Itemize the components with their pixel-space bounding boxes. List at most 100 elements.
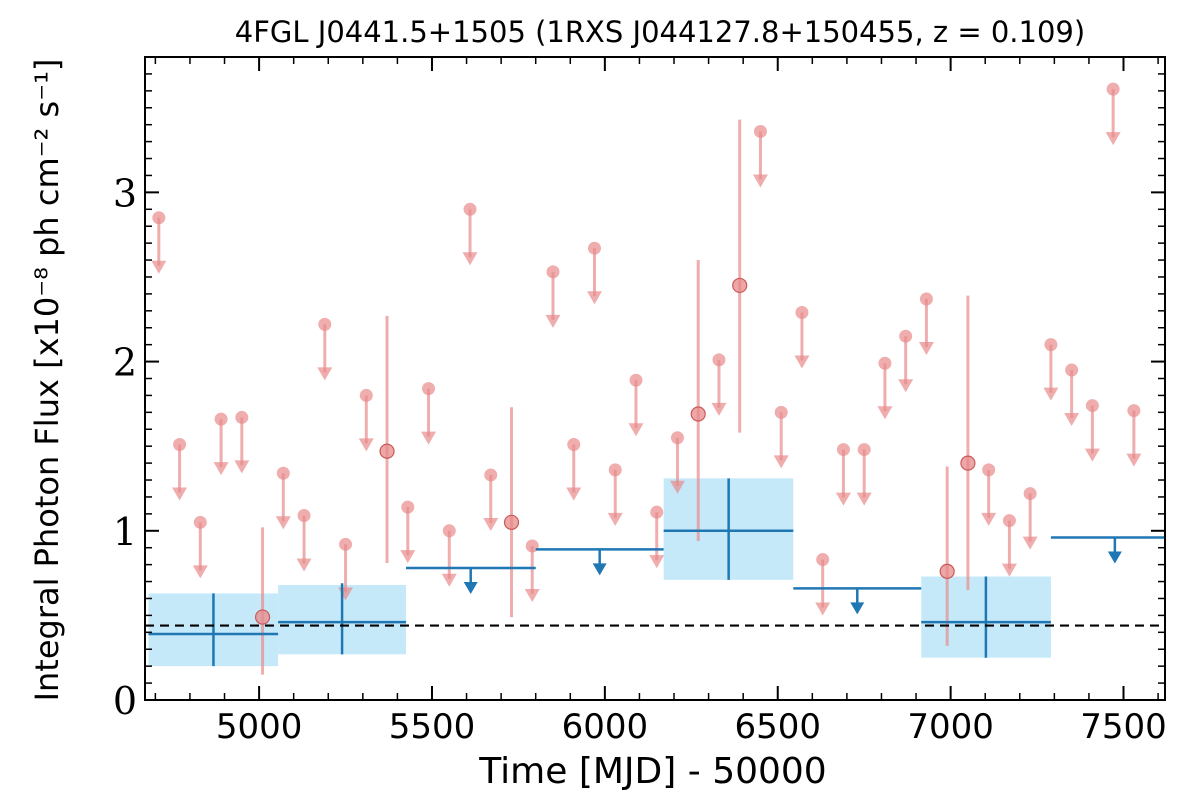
- upper-limit-arrow-head: [172, 487, 188, 501]
- fine-bin-point-29: [752, 124, 768, 188]
- coarse-bin-point-4: [663, 478, 794, 580]
- fine-bin-point-2: [192, 515, 208, 579]
- fine-bin-point-5: [254, 527, 271, 675]
- flux-marker: [276, 466, 290, 480]
- flux-marker: [254, 609, 271, 625]
- fine-bin-point-18: [524, 539, 540, 603]
- coarse-bin-series: [148, 478, 1165, 667]
- y-tick-label: 1: [113, 510, 137, 554]
- upper-limit-arrow-head: [918, 341, 934, 355]
- flux-marker: [587, 241, 601, 255]
- upper-limit-arrow-head: [463, 582, 478, 595]
- flux-marker: [546, 265, 560, 279]
- upper-limit-arrow-head: [835, 492, 851, 506]
- upper-limit-arrow-head: [794, 355, 810, 369]
- flux-marker: [567, 437, 581, 451]
- axes: 5000 5500 6000 6500 7000 7500 0 1 2 3: [113, 56, 1167, 747]
- upper-limit-arrow-head: [1064, 413, 1080, 427]
- x-tick-label: 5500: [389, 707, 476, 747]
- coarse-bin-point-1: [278, 583, 407, 655]
- upper-limit-arrow-head: [566, 487, 582, 501]
- fine-bin-point-40: [981, 463, 997, 526]
- fine-bin-point-19: [545, 265, 561, 328]
- flux-marker: [878, 356, 892, 370]
- flux-marker: [173, 437, 187, 451]
- upper-limit-arrow-head: [483, 517, 499, 531]
- fine-bin-point-10: [358, 388, 374, 452]
- flux-marker: [690, 406, 706, 422]
- upper-limit-arrow-head: [400, 550, 416, 564]
- fine-bin-point-0: [151, 211, 167, 274]
- upper-limit-arrow-head: [234, 460, 250, 474]
- upper-limit-arrow-head: [192, 565, 208, 579]
- fine-bin-point-26: [690, 260, 706, 541]
- upper-limit-arrow-head: [981, 512, 997, 526]
- fine-bin-series: [151, 82, 1142, 675]
- flux-marker: [339, 537, 353, 551]
- flux-marker: [503, 514, 520, 530]
- upper-limit-arrow-head: [213, 462, 229, 476]
- coarse-bin-point-2: [406, 566, 536, 595]
- y-tick-label: 0: [113, 679, 137, 723]
- upper-limit-arrow-head: [1107, 551, 1122, 564]
- upper-limit-arrow-head: [441, 573, 457, 587]
- fine-bin-point-6: [275, 466, 291, 530]
- upper-limit-arrow-head: [628, 423, 644, 437]
- y-tick-label: 2: [113, 341, 137, 385]
- fine-bin-point-46: [1105, 82, 1121, 146]
- upper-limit-arrow-head: [1001, 563, 1017, 577]
- upper-limit-arrow-head: [773, 455, 789, 469]
- flux-marker: [193, 515, 207, 529]
- upper-limit-arrow-head: [898, 379, 914, 393]
- upper-limit-arrow-head: [586, 291, 602, 305]
- fine-bin-point-20: [566, 437, 582, 501]
- fine-bin-point-34: [856, 443, 872, 506]
- fine-bin-point-38: [939, 466, 955, 646]
- flux-marker: [608, 463, 622, 477]
- flux-marker: [214, 412, 228, 426]
- fine-bin-point-31: [794, 306, 810, 369]
- flux-marker: [795, 306, 809, 320]
- x-tick-label: 5000: [216, 707, 303, 747]
- flux-marker: [732, 277, 748, 294]
- flux-marker: [960, 455, 976, 471]
- x-tick-label: 7500: [1080, 707, 1167, 747]
- fine-bin-point-41: [1001, 514, 1017, 577]
- flux-marker: [982, 463, 996, 477]
- fine-bin-point-16: [483, 468, 499, 531]
- flux-marker: [774, 405, 788, 419]
- upper-limit-arrow-head: [1084, 448, 1100, 462]
- coarse-bin-point-5: [793, 587, 922, 615]
- fine-bin-point-13: [421, 382, 437, 445]
- upper-limit-arrow-head: [524, 589, 540, 603]
- fine-bin-point-11: [379, 315, 395, 563]
- upper-limit-arrow-head: [752, 174, 768, 188]
- flux-marker: [1023, 487, 1037, 501]
- upper-limit-arrow-head: [592, 563, 607, 576]
- upper-limit-arrow-head: [317, 367, 333, 381]
- fine-bin-point-47: [1126, 404, 1142, 467]
- upper-limit-arrow-head: [711, 402, 727, 416]
- flux-marker: [442, 524, 456, 538]
- fine-bin-point-9: [338, 537, 354, 601]
- flux-marker: [939, 563, 955, 580]
- flux-marker: [857, 443, 871, 457]
- flux-marker: [1127, 404, 1141, 418]
- fine-bin-point-35: [877, 356, 893, 420]
- upper-limit-arrow-head: [1126, 453, 1142, 467]
- x-axis-label: Time [MJD] - 50000: [478, 751, 826, 792]
- fine-bin-point-36: [898, 329, 914, 393]
- upper-limit-arrow-head: [296, 558, 312, 572]
- fine-bin-point-8: [317, 317, 333, 381]
- upper-limit-arrow-head: [421, 431, 437, 445]
- flux-marker: [1106, 82, 1120, 96]
- fine-bin-point-43: [1043, 338, 1059, 401]
- y-tick-label: 3: [113, 171, 137, 215]
- upper-limit-arrow-head: [1043, 387, 1059, 401]
- flux-marker: [484, 468, 498, 482]
- flux-marker: [919, 292, 933, 306]
- fine-bin-point-23: [628, 373, 644, 437]
- fine-bin-point-25: [669, 431, 685, 494]
- upper-limit-arrow-head: [877, 406, 893, 420]
